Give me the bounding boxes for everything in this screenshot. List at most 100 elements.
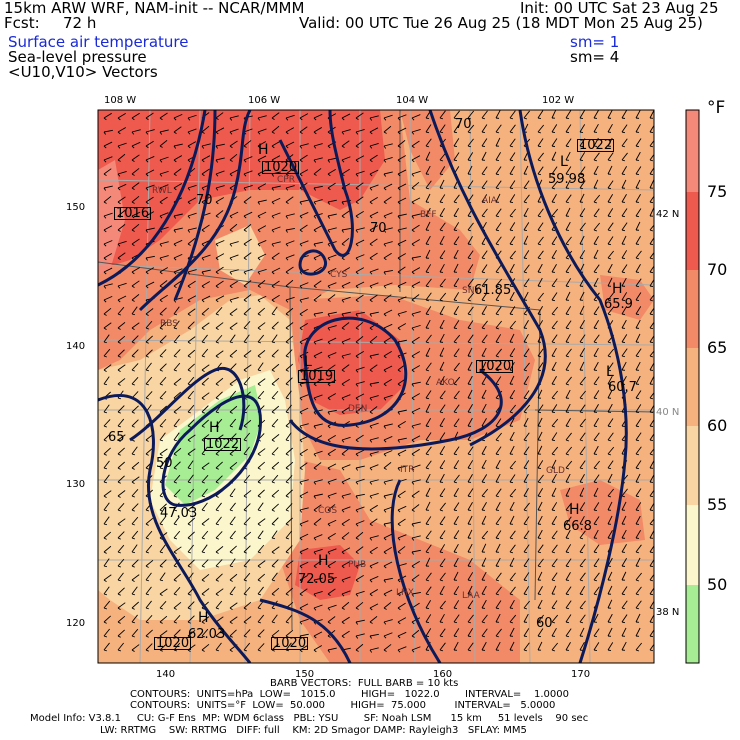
wind-barb	[299, 448, 308, 455]
wind-barb-flag	[103, 341, 108, 344]
wind-barb	[509, 599, 515, 609]
wind-barb-flag	[145, 467, 149, 470]
wind-barb	[173, 573, 181, 581]
wind-barb-flag	[145, 355, 149, 358]
wind-barb-flag	[229, 509, 234, 512]
wind-barb-flag	[131, 593, 136, 596]
wind-barb	[145, 572, 152, 581]
wind-barb	[313, 631, 323, 637]
wind-barb-flag	[355, 621, 359, 625]
wind-barb	[523, 207, 529, 217]
wind-barb	[229, 280, 238, 287]
wind-barb	[159, 156, 169, 161]
wind-barb-flag	[313, 243, 316, 247]
wind-barb	[173, 601, 182, 609]
wind-barb	[593, 222, 601, 231]
wind-barb	[635, 221, 641, 231]
wind-barb	[523, 250, 530, 259]
wind-barb	[649, 375, 654, 385]
wind-barb	[537, 445, 543, 455]
wind-barb-flag	[145, 453, 149, 456]
wind-barb	[509, 250, 516, 259]
wind-barb-flag	[313, 411, 317, 415]
wind-barb-flag	[131, 551, 136, 554]
wind-barb-flag	[313, 621, 317, 625]
wind-barb-flag	[649, 299, 654, 302]
lon-label-104w: 104 W	[396, 95, 429, 106]
wind-barb-flag	[327, 355, 331, 359]
wind-barb	[551, 320, 558, 329]
wind-barb-flag	[257, 481, 261, 484]
wind-barb	[383, 350, 392, 357]
wind-barb	[495, 222, 502, 231]
wind-barb	[537, 544, 544, 553]
wind-barb-flag	[131, 117, 135, 121]
wind-barb	[145, 320, 153, 329]
wind-barb	[341, 113, 351, 119]
wind-barb-flag	[201, 257, 205, 261]
wind-barb-flag	[565, 523, 570, 526]
wind-barb	[285, 213, 295, 217]
wind-barb	[509, 375, 515, 385]
wind-barb	[369, 238, 378, 245]
wind-barb-flag	[341, 621, 345, 625]
wind-barb	[537, 389, 543, 399]
wind-barb	[635, 404, 642, 413]
wind-barb-flag	[481, 635, 486, 638]
wind-barb-flag	[341, 579, 345, 583]
wind-barb-flag	[215, 439, 219, 443]
wind-barb	[621, 222, 628, 231]
wind-barb-flag	[523, 607, 527, 610]
wind-barb-flag	[369, 467, 373, 471]
wind-barb	[579, 222, 586, 231]
wind-barb-flag	[271, 243, 275, 247]
wind-barb-flag	[257, 285, 261, 288]
wind-barb-flag	[509, 621, 513, 624]
wind-barb-flag	[215, 397, 219, 400]
wind-barb	[649, 643, 654, 651]
wind-barb-flag	[425, 467, 430, 470]
wind-barb-flag	[439, 299, 443, 302]
wind-barb	[271, 241, 281, 245]
wind-barb-flag	[523, 271, 528, 274]
wind-barb	[313, 241, 323, 245]
wind-barb-flag	[397, 285, 401, 289]
wind-barb-flag	[313, 299, 317, 302]
wind-barb	[551, 138, 558, 147]
wind-barb	[299, 618, 309, 623]
wind-barb-flag	[299, 187, 303, 191]
wind-barb-flag	[145, 117, 149, 121]
wind-barb	[117, 629, 125, 637]
wind-barb	[397, 602, 406, 609]
wind-barb-flag	[201, 243, 205, 247]
wind-barb-flag	[467, 635, 472, 637]
wind-barb-flag	[327, 481, 331, 485]
wind-barb-flag	[579, 145, 584, 148]
wind-barb-flag	[341, 537, 345, 540]
wind-barb	[635, 642, 643, 651]
wind-barb-flag	[145, 537, 149, 540]
wind-barb	[257, 489, 265, 497]
wind-barb	[187, 321, 195, 329]
wind-barb	[565, 571, 571, 581]
wind-barb	[523, 278, 530, 287]
wind-barb	[103, 615, 111, 623]
wind-barb-flag	[187, 509, 191, 512]
wind-barb	[173, 306, 180, 315]
wind-barb-flag	[145, 145, 149, 149]
wind-barb	[593, 418, 600, 427]
wind-barb	[187, 434, 196, 441]
wind-barb	[621, 600, 628, 609]
wind-barb-flag	[341, 355, 345, 359]
pressure-1016-label: 1016	[114, 206, 152, 221]
wind-barb	[271, 294, 280, 301]
wind-barb	[159, 241, 169, 245]
wind-barb-flag	[285, 313, 289, 316]
wind-barb-flag	[131, 243, 135, 247]
wind-barb-flag	[383, 481, 387, 485]
wind-barb-flag	[257, 117, 261, 121]
wind-barb	[299, 169, 309, 175]
wind-barb-flag	[285, 243, 289, 247]
wind-barb	[537, 641, 543, 651]
wind-barb	[523, 348, 530, 357]
